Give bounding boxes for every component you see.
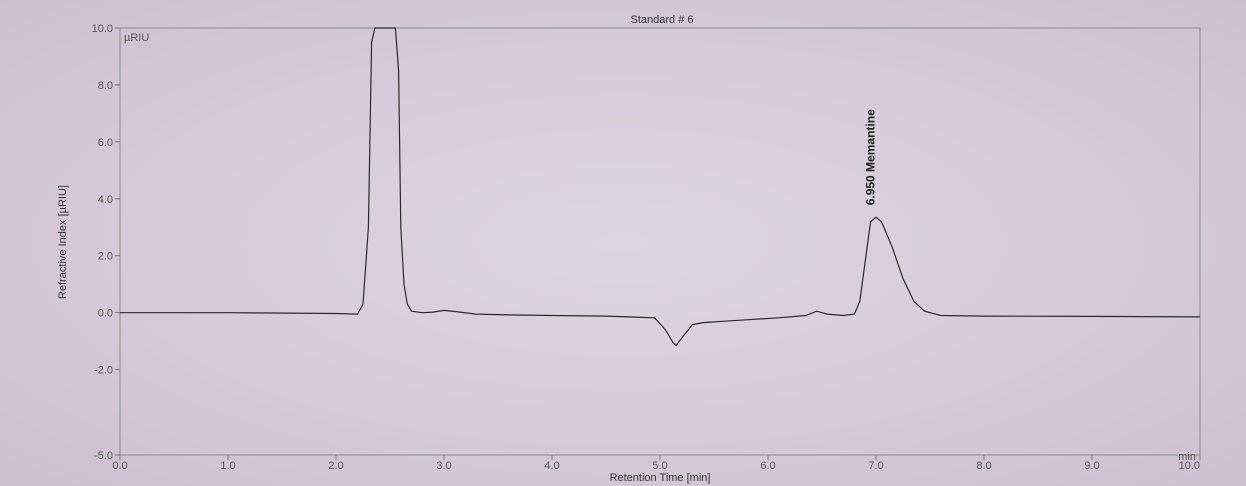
x-tick-label: 7.0 [868, 460, 883, 472]
x-tick-label: 1.0 [220, 460, 235, 472]
x-tick-label: 2.0 [328, 460, 343, 472]
x-tick-label: 3.0 [436, 460, 451, 472]
y-tick-label: 6.0 [98, 137, 113, 149]
plot-frame [119, 27, 1201, 456]
y-tick-label: 10.0 [92, 23, 113, 35]
chart-title: Standard # 6 [631, 14, 694, 26]
x-tick-label: 8.0 [976, 460, 991, 472]
y-tick-label: -2.0 [94, 365, 113, 377]
y-tick-label: 8.0 [98, 80, 113, 92]
series-layer [120, 27, 1201, 347]
y-axis-title: Refractive Index [µRIU] [57, 185, 69, 299]
axis-ticks: 10.08.06.04.02.00.0-2.0-5.00.0 1.0 2.0 3.0 4… [92, 23, 1201, 472]
y-tick-label: 0.0 [98, 308, 113, 320]
series-line [120, 27, 1201, 347]
y-unit-label: µRIU [124, 32, 149, 44]
x-tick-label: 10.0 [1179, 460, 1200, 472]
peak-label: 6.950 Memantine [864, 109, 878, 205]
y-tick-label: -5.0 [94, 450, 113, 462]
x-unit-label: min [1178, 451, 1196, 463]
x-tick-label: 5.0 [652, 460, 667, 472]
x-tick-label: 6.0 [760, 460, 775, 472]
y-tick-label: 4.0 [98, 194, 113, 206]
x-tick-label: 0.0 [112, 460, 127, 472]
x-tick-label: 9.0 [1084, 460, 1099, 472]
y-tick-label: 2.0 [98, 251, 113, 263]
x-axis-title: Retention Time [min] [610, 472, 711, 484]
x-tick-label: 4.0 [544, 460, 559, 472]
